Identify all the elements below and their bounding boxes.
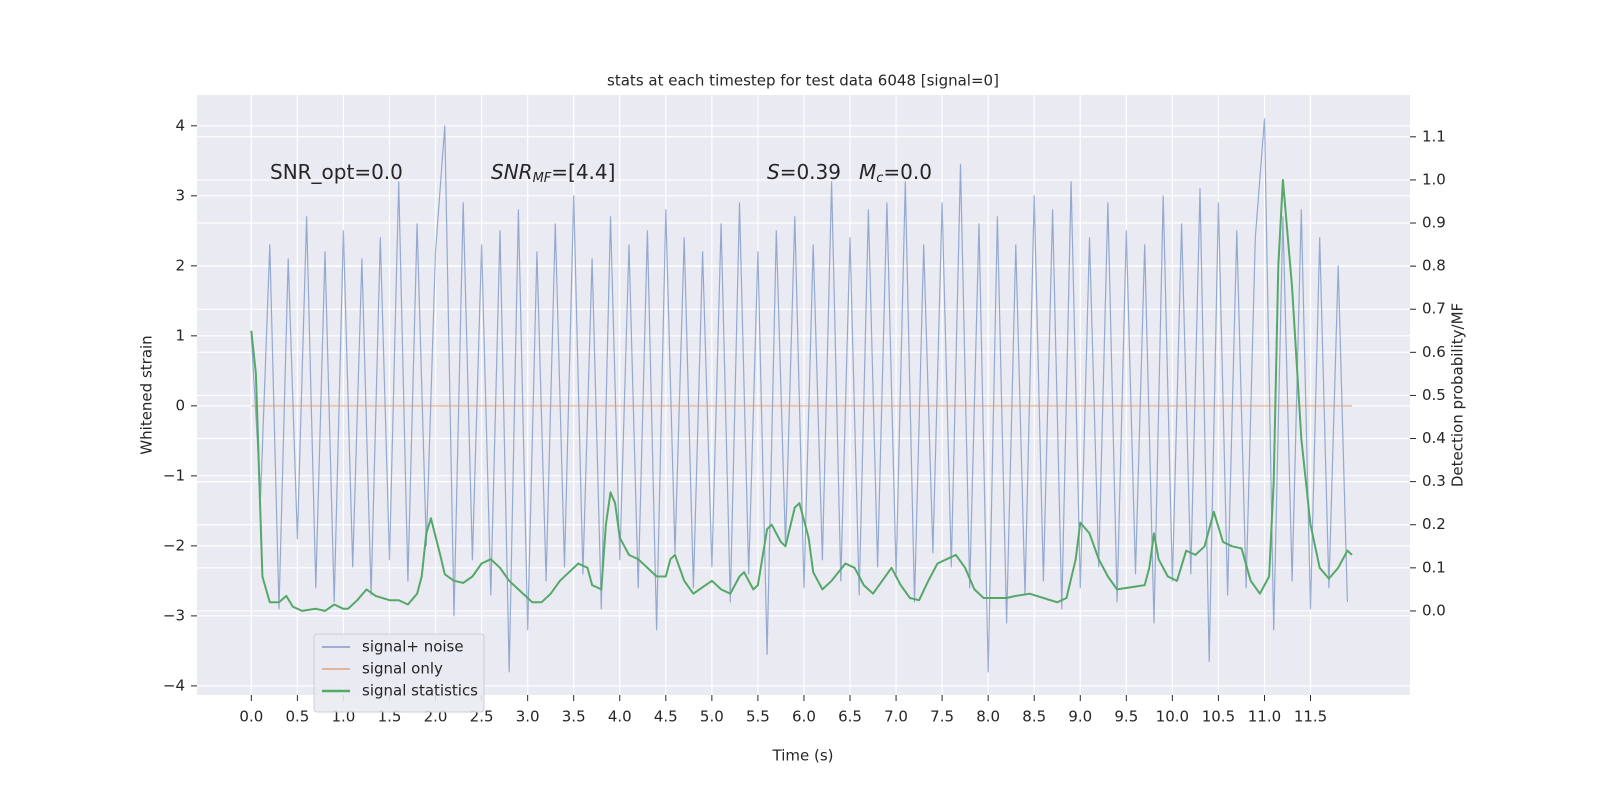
- y2-tick-label: 0.0: [1422, 601, 1446, 619]
- annotation: SNRMF=[4.4]: [491, 160, 615, 186]
- x-tick-label: 11.5: [1294, 708, 1327, 726]
- x-tick-label: 8.0: [976, 708, 1000, 726]
- x-tick-label: 3.0: [516, 708, 540, 726]
- y-tick-label: 4: [175, 116, 185, 134]
- y-tick-label: −1: [163, 466, 185, 484]
- y-tick-label: −4: [163, 676, 185, 694]
- x-axis-label: Time (s): [772, 747, 834, 765]
- y-tick-label: 2: [175, 256, 185, 274]
- y2-tick-label: 1.1: [1422, 127, 1446, 145]
- y2-tick-label: 0.4: [1422, 429, 1446, 447]
- y2-tick-label: 0.7: [1422, 300, 1446, 318]
- x-tick-label: 8.5: [1022, 708, 1046, 726]
- series-line: [250, 178, 1353, 612]
- x-tick-label: 4.0: [608, 708, 632, 726]
- y2-tick-label: 0.9: [1422, 214, 1446, 232]
- legend-label: signal only: [362, 660, 443, 678]
- y-tick-label: −2: [163, 536, 185, 554]
- y2-tick-label: 0.1: [1422, 558, 1446, 576]
- annotation-symbol: M: [859, 160, 876, 184]
- y2-tick-label: 0.5: [1422, 386, 1446, 404]
- x-tick-label: 10.5: [1202, 708, 1235, 726]
- y2-tick-label: 1.0: [1422, 170, 1446, 188]
- y2-tick-label: 0.8: [1422, 257, 1446, 275]
- x-tick-label: 4.5: [654, 708, 678, 726]
- legend-label: signal statistics: [362, 682, 478, 700]
- annotation: S=0.39: [767, 160, 841, 184]
- x-tick-label: 0.5: [285, 708, 309, 726]
- y2-tick-label: 0.2: [1422, 515, 1446, 533]
- y-tick-label: 3: [175, 186, 185, 204]
- annotation: Mc=0.0: [859, 160, 932, 186]
- y2-tick-label: 0.3: [1422, 472, 1446, 490]
- x-tick-label: 7.5: [930, 708, 954, 726]
- x-tick-label: 10.0: [1156, 708, 1189, 726]
- annotation-subscript: MF: [533, 171, 552, 186]
- annotation-text: =[4.4]: [551, 160, 615, 184]
- annotation-symbol: SNR: [491, 160, 533, 184]
- annotation-symbol: S: [767, 160, 780, 184]
- chart-title: stats at each timestep for test data 604…: [607, 72, 999, 90]
- x-tick-label: 5.0: [700, 708, 724, 726]
- legend-label: signal+ noise: [362, 638, 464, 656]
- annotation-text: =0.39: [780, 160, 841, 184]
- x-tick-label: 7.0: [884, 708, 908, 726]
- legend-box: [313, 633, 485, 713]
- annotation-subscript: c: [876, 171, 883, 186]
- x-tick-label: 9.5: [1114, 708, 1138, 726]
- x-tick-label: 5.5: [746, 708, 770, 726]
- x-tick-label: 0.0: [239, 708, 263, 726]
- y2-axis-label: Detection probability/MF: [1449, 303, 1467, 487]
- x-tick-label: 6.0: [792, 708, 816, 726]
- annotation-text: =0.0: [883, 160, 932, 184]
- annotation-text: SNR_opt=0.0: [270, 160, 403, 184]
- y-tick-label: 1: [175, 326, 185, 344]
- y-tick-label: 0: [175, 396, 185, 414]
- y-tick-label: −3: [163, 606, 185, 624]
- y2-tick-label: 0.6: [1422, 343, 1446, 361]
- annotation: SNR_opt=0.0: [270, 160, 403, 184]
- x-tick-label: 6.5: [838, 708, 862, 726]
- x-tick-label: 9.0: [1068, 708, 1092, 726]
- x-tick-label: 11.0: [1248, 708, 1281, 726]
- series-line: [250, 118, 1348, 673]
- y-axis-label: Whitened strain: [138, 335, 156, 454]
- x-tick-label: 3.5: [562, 708, 586, 726]
